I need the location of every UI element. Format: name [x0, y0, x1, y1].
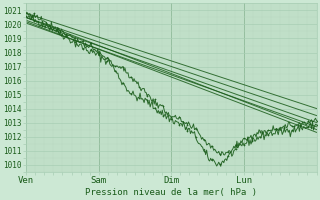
X-axis label: Pression niveau de la mer( hPa ): Pression niveau de la mer( hPa ): [85, 188, 257, 197]
